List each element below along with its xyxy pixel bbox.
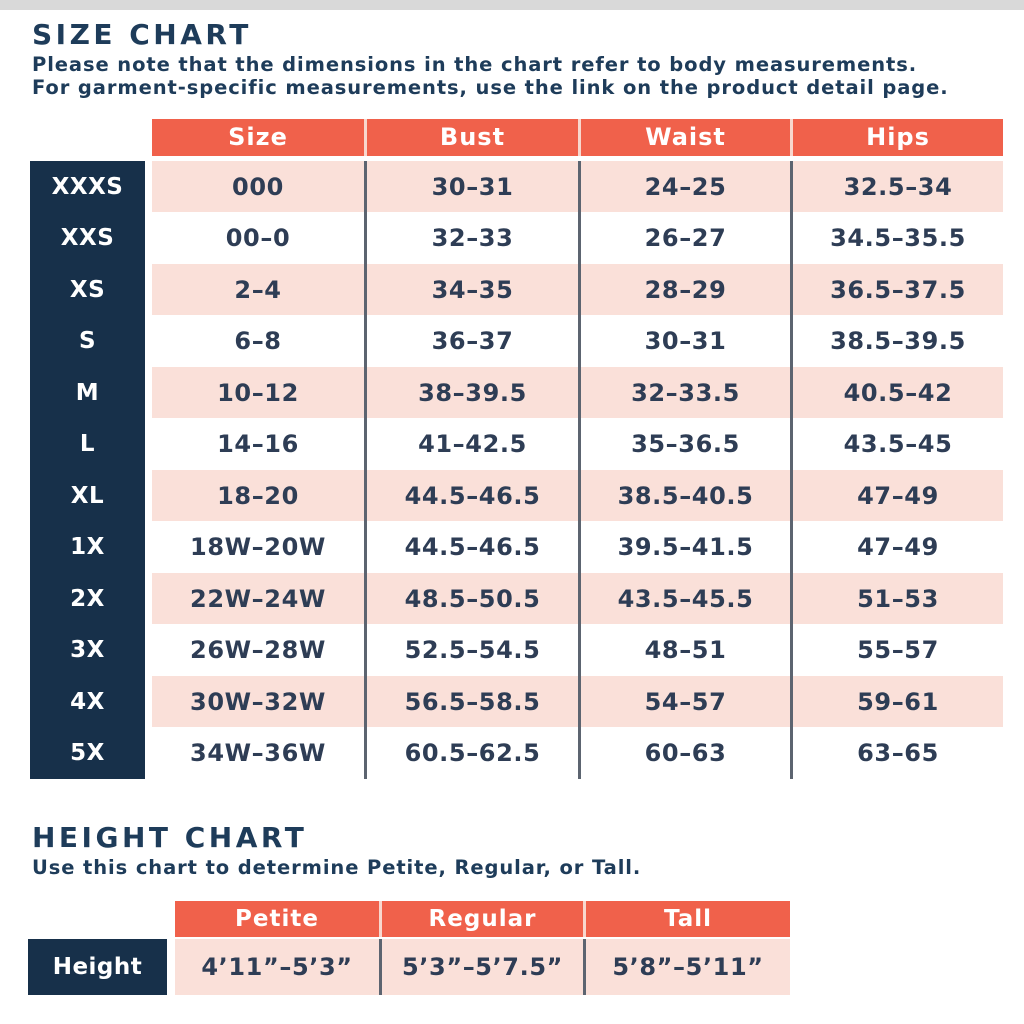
bust-cell: 36–37	[367, 315, 581, 367]
size-cell: 18W–20W	[152, 521, 367, 573]
size-cell: 26W–28W	[152, 624, 367, 676]
table-row: 18–20 44.5–46.5 38.5–40.5 47–49	[152, 469, 1003, 522]
size-chart-table-header: Size Bust Waist Hips	[152, 118, 1024, 156]
hips-cell: 43.5–45	[843, 430, 953, 459]
size-cell: 30W–32W	[152, 675, 367, 728]
hips-cell: 36.5–37.5	[830, 275, 966, 304]
table-row: 34W–36W 60.5–62.5 60–63 63–65	[152, 727, 1003, 779]
waist-cell: 39.5–41.5	[581, 521, 793, 573]
waist-cell: 30–31	[581, 315, 793, 367]
size-cell: 00–0	[152, 212, 367, 264]
bust-cell: 56.5–58.5	[367, 675, 581, 728]
table-row: 6–8 36–37 30–31 38.5–39.5	[152, 315, 1003, 367]
bust-cell: 44.5–46.5	[367, 469, 581, 522]
waist-cell: 43.5–45.5	[581, 572, 793, 625]
size-row-label-column: XXXS XXS XS S M L XL 1X 2X 3X 4X 5X	[30, 160, 145, 779]
size-chart-note-line1: Please note that the dimensions in the c…	[32, 52, 918, 76]
hips-cell: 47–49	[857, 481, 939, 510]
size-chart-title: SIZE CHART	[32, 18, 252, 51]
bust-cell: 60.5–62.5	[367, 727, 581, 779]
size-chart-table: Size Bust Waist Hips XXXS XXS XS S M L X…	[30, 118, 1024, 779]
size-cell: 14–16	[152, 418, 367, 470]
hips-cell: 40.5–42	[843, 378, 953, 407]
page-top-border	[0, 0, 1024, 10]
size-row-label: 1X	[70, 534, 105, 561]
size-row-label: S	[78, 328, 97, 355]
size-row-label: 3X	[70, 637, 105, 664]
bust-cell: 48.5–50.5	[367, 572, 581, 625]
size-row-label: XXS	[60, 225, 115, 252]
waist-cell: 38.5–40.5	[581, 469, 793, 522]
hips-cell: 47–49	[857, 533, 939, 562]
size-cell: 10–12	[152, 366, 367, 419]
size-cell: 2–4	[152, 263, 367, 316]
size-row-label: 2X	[70, 585, 105, 612]
size-cell: 000	[152, 160, 367, 213]
size-row-label: 5X	[70, 740, 105, 767]
table-row: 26W–28W 52.5–54.5 48–51 55–57	[152, 624, 1003, 676]
petite-height-cell: 4’11”–5’3”	[175, 938, 382, 995]
size-row-label: L	[79, 431, 96, 458]
waist-cell: 54–57	[581, 675, 793, 728]
table-row: 2–4 34–35 28–29 36.5–37.5	[152, 263, 1003, 316]
size-chart-note-line2: For garment-specific measurements, use t…	[32, 75, 949, 99]
column-header-waist: Waist	[581, 118, 793, 156]
height-chart-table-body: Height 4’11”–5’3” 5’3”–5’7.5” 5’8”–5’11”	[28, 938, 1024, 995]
height-chart-title: HEIGHT CHART	[32, 820, 308, 854]
table-row: 00–0 32–33 26–27 34.5–35.5	[152, 212, 1003, 264]
bust-cell: 41–42.5	[367, 418, 581, 470]
height-chart-table-header: Petite Regular Tall	[175, 900, 1024, 937]
table-row: 14–16 41–42.5 35–36.5 43.5–45	[152, 418, 1003, 470]
table-row: 18W–20W 44.5–46.5 39.5–41.5 47–49	[152, 521, 1003, 573]
waist-cell: 26–27	[581, 212, 793, 264]
bust-cell: 38–39.5	[367, 366, 581, 419]
table-row: 22W–24W 48.5–50.5 43.5–45.5 51–53	[152, 572, 1003, 625]
size-chart-section: SIZE CHART Please note that the dimensio…	[0, 18, 1024, 779]
column-header-hips: Hips	[793, 118, 1003, 156]
size-cell: 34W–36W	[152, 727, 367, 779]
height-chart-section: HEIGHT CHART Use this chart to determine…	[0, 820, 1024, 995]
waist-cell: 35–36.5	[581, 418, 793, 470]
height-row-label: Height	[28, 938, 167, 995]
waist-cell: 28–29	[581, 263, 793, 316]
bust-cell: 52.5–54.5	[367, 624, 581, 676]
hips-cell: 55–57	[857, 636, 939, 665]
size-chart-table-body: XXXS XXS XS S M L XL 1X 2X 3X 4X 5X 000 …	[30, 160, 1024, 779]
waist-cell: 32–33.5	[581, 366, 793, 419]
size-cell: 6–8	[152, 315, 367, 367]
regular-height-cell: 5’3”–5’7.5”	[382, 938, 586, 995]
table-row: 000 30–31 24–25 32.5–34	[152, 160, 1003, 213]
size-cell: 18–20	[152, 469, 367, 522]
bust-cell: 32–33	[367, 212, 581, 264]
hips-cell: 51–53	[857, 584, 939, 613]
bust-cell: 34–35	[367, 263, 581, 316]
height-chart-note: Use this chart to determine Petite, Regu…	[32, 855, 642, 879]
column-header-petite: Petite	[175, 900, 382, 937]
waist-cell: 24–25	[581, 160, 793, 213]
column-header-tall: Tall	[586, 900, 790, 937]
hips-cell: 32.5–34	[843, 172, 953, 201]
column-header-regular: Regular	[382, 900, 586, 937]
table-row: 30W–32W 56.5–58.5 54–57 59–61	[152, 675, 1003, 728]
column-header-bust: Bust	[367, 118, 581, 156]
column-header-size: Size	[152, 118, 367, 156]
size-row-label: XS	[69, 276, 106, 303]
height-chart-table: Petite Regular Tall Height 4’11”–5’3” 5’…	[28, 900, 1024, 995]
tall-height-cell: 5’8”–5’11”	[586, 938, 790, 995]
size-row-label: XXXS	[51, 173, 124, 200]
hips-cell: 59–61	[857, 687, 939, 716]
waist-cell: 48–51	[581, 624, 793, 676]
hips-cell: 38.5–39.5	[830, 327, 966, 356]
bust-cell: 44.5–46.5	[367, 521, 581, 573]
size-chart-data-grid: 000 30–31 24–25 32.5–34 00–0 32–33 26–27…	[152, 160, 1003, 779]
size-cell: 22W–24W	[152, 572, 367, 625]
size-row-label: M	[75, 379, 100, 406]
hips-cell: 34.5–35.5	[830, 224, 966, 253]
table-row: 10–12 38–39.5 32–33.5 40.5–42	[152, 366, 1003, 419]
hips-cell: 63–65	[857, 739, 939, 768]
size-row-label: 4X	[70, 688, 105, 715]
bust-cell: 30–31	[367, 160, 581, 213]
size-row-label: XL	[70, 482, 105, 509]
waist-cell: 60–63	[581, 727, 793, 779]
